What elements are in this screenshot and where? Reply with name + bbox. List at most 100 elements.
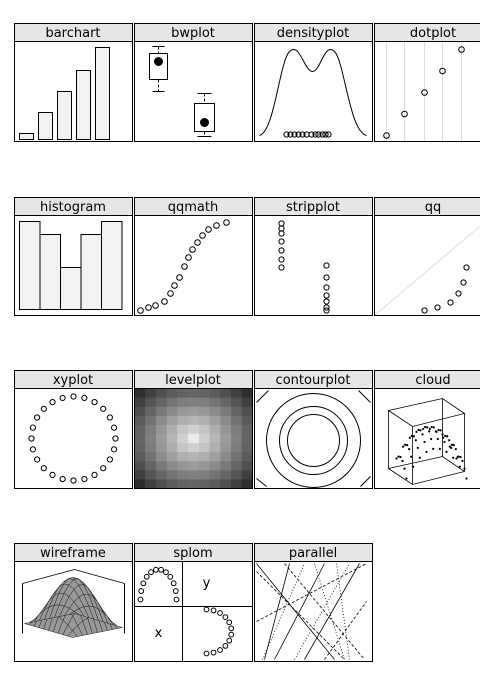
- point: [167, 290, 174, 297]
- point: [172, 588, 179, 594]
- panel: cloud: [374, 370, 480, 489]
- level-cell: [220, 415, 232, 426]
- point: [397, 455, 400, 458]
- point: [137, 307, 144, 314]
- point: [226, 619, 233, 626]
- point: [222, 614, 229, 620]
- level-cell: [241, 424, 253, 435]
- point: [308, 131, 315, 138]
- level-cell: [188, 406, 200, 417]
- point: [70, 477, 77, 484]
- point: [421, 433, 424, 436]
- level-cell: [166, 461, 178, 471]
- level-cell: [231, 388, 243, 399]
- panel: xyplot: [14, 370, 133, 489]
- point: [185, 254, 192, 261]
- contour: [279, 406, 348, 475]
- mesh-cell: [112, 622, 123, 629]
- panel-plot: [254, 215, 373, 316]
- level-cell: [209, 443, 221, 453]
- point: [434, 430, 437, 433]
- point: [106, 414, 113, 421]
- level-cell: [220, 424, 232, 435]
- level-cell: [166, 415, 178, 426]
- point: [158, 566, 164, 573]
- point: [438, 447, 441, 450]
- point: [450, 443, 453, 446]
- point: [315, 131, 322, 138]
- panel-plot: [134, 41, 253, 142]
- level-cell: [231, 452, 243, 462]
- line: [358, 390, 371, 403]
- point: [452, 456, 455, 459]
- plot-content: [256, 390, 371, 488]
- point: [228, 625, 235, 632]
- point: [217, 610, 223, 616]
- point: [203, 650, 210, 657]
- panel: stripplot: [254, 197, 373, 316]
- panel-plot: [134, 388, 253, 489]
- panel-title: stripplot: [286, 200, 340, 215]
- point: [203, 606, 210, 613]
- point: [403, 467, 406, 470]
- contour: [287, 414, 340, 467]
- point: [223, 219, 230, 226]
- point: [194, 239, 201, 246]
- level-cell: [209, 452, 221, 462]
- point: [445, 450, 448, 453]
- panel-title: histogram: [40, 200, 106, 215]
- plot-content: [387, 398, 468, 485]
- point: [456, 455, 459, 458]
- panel-title: xyplot: [53, 373, 93, 388]
- point: [283, 131, 290, 138]
- point: [444, 434, 447, 437]
- point: [40, 465, 47, 472]
- point: [439, 67, 446, 75]
- point: [228, 631, 235, 638]
- point: [463, 264, 470, 271]
- point: [454, 448, 457, 451]
- panel-title: dotplot: [410, 26, 456, 41]
- point: [412, 435, 415, 438]
- point: [439, 429, 442, 432]
- point: [287, 131, 294, 138]
- point: [410, 434, 413, 437]
- bar: [95, 47, 110, 140]
- level-cell: [155, 406, 168, 417]
- line: [256, 390, 269, 403]
- level-cell: [155, 470, 168, 480]
- point: [395, 457, 398, 460]
- panel-border: [14, 215, 133, 316]
- panel: levelplot: [134, 370, 253, 489]
- point: [323, 274, 330, 281]
- plot-content: [134, 388, 253, 489]
- point: [59, 475, 66, 483]
- level-cell: [231, 433, 243, 444]
- point: [417, 428, 420, 432]
- point: [40, 405, 47, 412]
- level-cell: [220, 406, 232, 417]
- level-cell: [198, 415, 211, 426]
- point: [459, 455, 462, 459]
- point: [443, 440, 446, 444]
- level-cell: [177, 397, 189, 408]
- plot-content: [374, 225, 480, 316]
- panel-plot: [254, 41, 373, 142]
- point: [383, 132, 390, 139]
- point: [419, 429, 422, 432]
- point: [145, 304, 152, 311]
- level-cell: [166, 470, 178, 480]
- panel-border: [374, 215, 480, 316]
- level-cell: [220, 397, 232, 408]
- level-cell: [155, 433, 168, 444]
- point: [406, 444, 409, 447]
- point: [423, 440, 426, 444]
- line: [304, 563, 360, 660]
- panel: densityplot: [254, 23, 373, 142]
- panel-title: parallel: [289, 546, 337, 561]
- panel-border: [134, 41, 253, 142]
- bar: [80, 234, 102, 310]
- point: [291, 131, 298, 138]
- level-cell: [145, 443, 157, 453]
- point: [299, 131, 306, 138]
